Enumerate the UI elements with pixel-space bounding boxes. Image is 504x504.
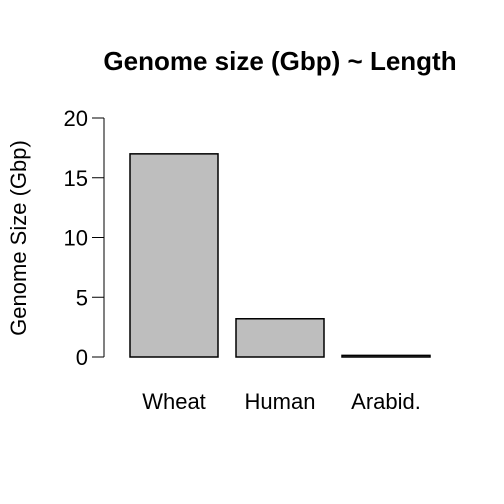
x-category-label: Human (245, 389, 316, 414)
x-category-label: Arabid. (351, 389, 421, 414)
y-tick-label: 0 (76, 345, 88, 370)
bar-arabid (341, 354, 431, 358)
y-axis-label: Genome Size (Gbp) (6, 140, 31, 336)
bar-human (235, 318, 325, 358)
chart-title: Genome size (Gbp) ~ Length (103, 46, 456, 76)
bars (129, 153, 431, 358)
y-tick-label: 20 (64, 106, 88, 131)
y-tick-label: 15 (64, 166, 88, 191)
y-tick-label: 5 (76, 285, 88, 310)
bar-wheat (129, 153, 219, 358)
x-category-label: Wheat (142, 389, 206, 414)
x-axis-category-labels: Wheat Human Arabid. (142, 389, 421, 414)
y-tick-label: 10 (64, 226, 88, 251)
y-axis-ticks: 0 5 10 15 20 (64, 106, 104, 370)
